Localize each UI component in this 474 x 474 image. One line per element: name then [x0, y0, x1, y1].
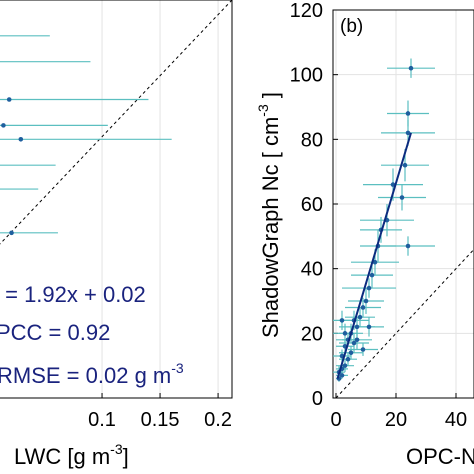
- point: [360, 305, 366, 310]
- x-label-end: ]: [123, 444, 129, 469]
- reference-line: [0, 0, 233, 245]
- y-tick-label: 40: [301, 259, 323, 281]
- y-tick-label: 80: [301, 129, 323, 151]
- x-tick-label: 0: [330, 409, 341, 431]
- rmse-text: RMSE = 0.02 g m: [0, 363, 171, 388]
- point: [408, 65, 414, 71]
- point: [366, 324, 372, 330]
- point: [399, 195, 405, 200]
- point: [348, 350, 354, 356]
- point: [351, 340, 357, 346]
- point: [9, 230, 14, 236]
- point: [363, 298, 369, 304]
- x-axis-label: OPC-N3: [406, 444, 474, 469]
- x-axis-label: LWC [g m-3]: [14, 441, 129, 469]
- fit-equation: y = 1.92x + 0.02: [0, 282, 146, 307]
- fit-line: [336, 132, 412, 379]
- x-tick-label: 0.1: [88, 409, 116, 431]
- reference-line: [335, 248, 474, 399]
- y-tick-label: 60: [301, 194, 323, 216]
- x-label-sup: -3: [110, 441, 123, 457]
- x-label-text: LWC [g m: [14, 444, 110, 469]
- x-tick-label: 0.2: [204, 409, 232, 431]
- y-tick-label: 20: [301, 323, 323, 345]
- plot-frame: [332, 9, 474, 399]
- x-tick-label: 0.15: [141, 409, 180, 431]
- x-tick-label: 40: [445, 409, 467, 431]
- x-tick-label: 20: [385, 409, 407, 431]
- y-axis-label: ShadowGraph Nc [ cm-3 ]: [255, 92, 283, 338]
- point: [345, 356, 351, 362]
- y-tick-label: 120: [290, 0, 323, 22]
- rmse: RMSE = 0.02 g m-3: [0, 360, 184, 388]
- point: [369, 272, 375, 278]
- point: [405, 130, 411, 136]
- point: [402, 162, 408, 168]
- point: [18, 137, 24, 142]
- y-label-end: ]: [258, 92, 283, 104]
- point: [405, 243, 411, 249]
- point: [357, 314, 363, 320]
- y-label-text: ShadowGraph Nc [ cm: [258, 117, 283, 338]
- point: [366, 285, 372, 291]
- rmse-sup: -3: [171, 360, 184, 376]
- point: [354, 337, 360, 343]
- point: [342, 331, 348, 336]
- y-label-sup: -3: [255, 104, 271, 117]
- point: [354, 324, 360, 330]
- point: [339, 318, 345, 323]
- plot-frame: [0, 0, 233, 399]
- point: [405, 111, 411, 116]
- y-tick-label: 0: [312, 388, 323, 410]
- point: [339, 373, 345, 378]
- point: [1, 123, 6, 128]
- panel-title: (b): [340, 16, 363, 37]
- point: [360, 347, 366, 352]
- point: [372, 259, 378, 265]
- y-tick-label: 100: [290, 65, 323, 87]
- pcc: PCC = 0.92: [0, 320, 110, 345]
- point: [6, 97, 12, 102]
- point: [342, 363, 348, 368]
